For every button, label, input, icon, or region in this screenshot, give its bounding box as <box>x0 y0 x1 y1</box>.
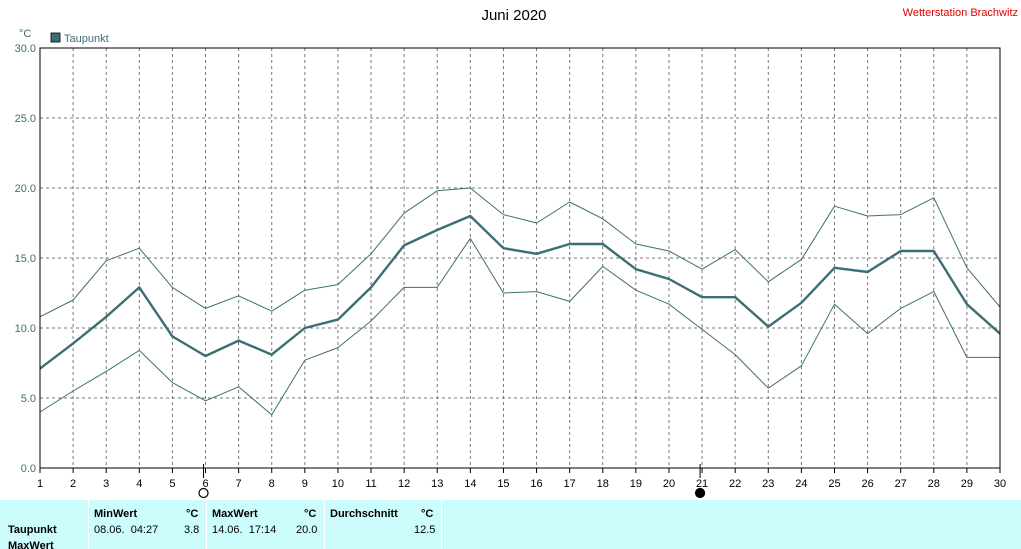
series-line-min <box>39 237 1000 416</box>
max-value: 20.0 <box>296 524 318 536</box>
station-name: Wetterstation Brachwitz <box>903 7 1018 19</box>
x-tick-label: 4 <box>136 478 142 490</box>
new-moon-icon <box>694 487 706 499</box>
series-line-taupunkt <box>39 214 1001 370</box>
max-unit: °C <box>304 508 317 520</box>
x-tick-label: 20 <box>663 478 675 490</box>
x-tick-label: 30 <box>994 478 1006 490</box>
x-tick-label: 9 <box>302 478 308 490</box>
legend-label: Taupunkt <box>64 33 109 45</box>
avg-header: Durchschnitt <box>330 508 398 520</box>
x-tick-label: 2 <box>70 478 76 490</box>
x-tick-label: 25 <box>828 478 840 490</box>
full-moon-icon <box>198 487 209 499</box>
x-tick-label: 29 <box>961 478 973 490</box>
x-tick-label: 3 <box>103 478 109 490</box>
chart-title: Juni 2020 <box>481 7 546 24</box>
row-label: Taupunkt <box>8 524 57 536</box>
y-tick-label: 10.0 <box>15 323 36 335</box>
row-label-2: MaxWert <box>8 540 54 549</box>
series-line-max <box>39 187 1001 318</box>
x-tick-label: 22 <box>729 478 741 490</box>
stats-panel: MinWert °C MaxWert °C Durchschnitt °C Ta… <box>0 500 1021 549</box>
stats-divider <box>324 500 325 549</box>
y-tick-label: 20.0 <box>15 183 36 195</box>
x-tick-label: 12 <box>398 478 410 490</box>
chart: Juni 2020 Wetterstation Brachwitz °C Tau… <box>15 7 1018 499</box>
x-tick-label: 21 <box>696 478 708 490</box>
y-tick-label: 25.0 <box>15 113 36 125</box>
x-tick-label: 18 <box>597 478 609 490</box>
x-tick-label: 14 <box>464 478 476 490</box>
stats-divider <box>88 500 89 549</box>
min-datetime: 08.06. 04:27 <box>94 524 159 536</box>
avg-value: 12.5 <box>414 524 436 536</box>
y-tick-label: 15.0 <box>15 253 36 265</box>
x-tick-label: 16 <box>530 478 542 490</box>
x-tick-label: 24 <box>795 478 807 490</box>
legend-swatch <box>50 32 61 43</box>
x-tick-label: 26 <box>861 478 873 490</box>
x-tick-label: 19 <box>630 478 642 490</box>
y-tick-label: 30.0 <box>15 43 36 55</box>
x-tick-label: 28 <box>928 478 940 490</box>
x-tick-label: 10 <box>332 478 344 490</box>
stats-divider <box>441 500 442 549</box>
max-datetime: 14.06. 17:14 <box>212 524 277 536</box>
avg-unit: °C <box>421 508 434 520</box>
stats-divider <box>206 500 207 549</box>
x-tick-label: 11 <box>365 478 376 490</box>
x-tick-label: 5 <box>169 478 175 490</box>
y-axis-unit: °C <box>19 28 31 40</box>
x-tick-label: 8 <box>269 478 275 490</box>
x-tick-label: 6 <box>202 478 208 490</box>
x-tick-label: 13 <box>431 478 443 490</box>
x-tick-label: 27 <box>895 478 907 490</box>
max-header: MaxWert <box>212 508 258 520</box>
x-tick-label: 15 <box>497 478 509 490</box>
x-tick-label: 1 <box>37 478 43 490</box>
y-tick-label: 5.0 <box>21 393 36 405</box>
x-tick-label: 17 <box>564 478 576 490</box>
x-tick-label: 7 <box>236 478 242 490</box>
min-header: MinWert <box>94 508 138 520</box>
min-value: 3.8 <box>184 524 200 536</box>
min-unit: °C <box>186 508 199 520</box>
y-tick-label: 0.0 <box>21 463 36 475</box>
plot-frame <box>39 47 1001 469</box>
x-tick-label: 23 <box>762 478 774 490</box>
